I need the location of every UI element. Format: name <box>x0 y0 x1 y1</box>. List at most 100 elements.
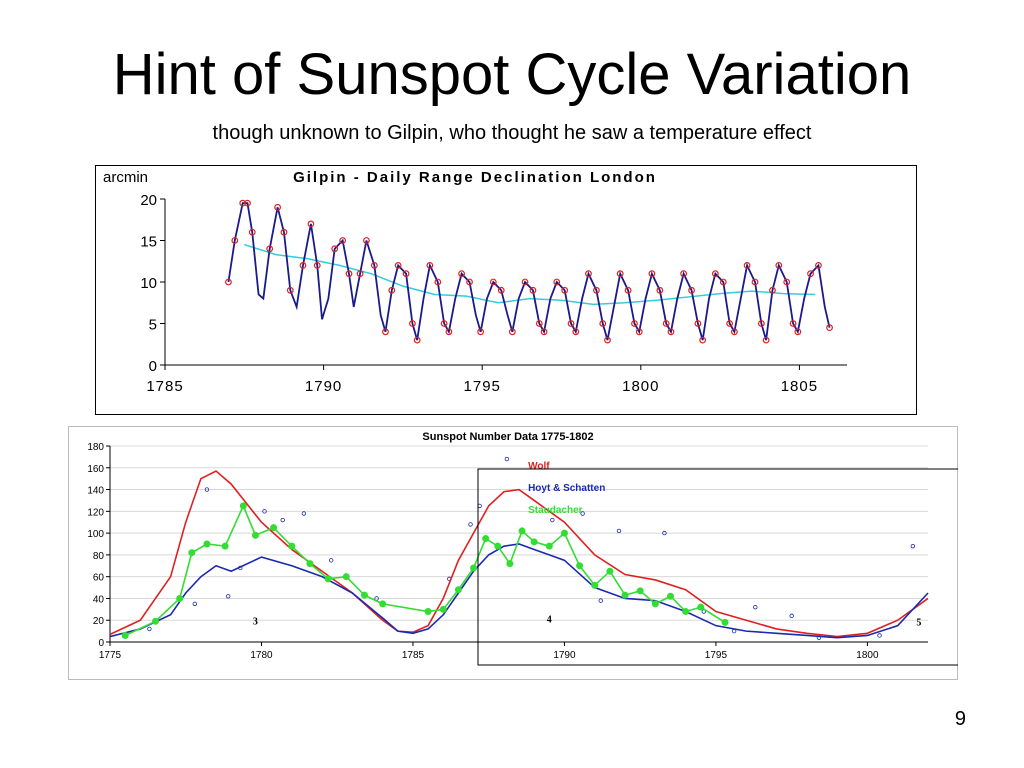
gilpin-x-tick-label: 1805 <box>781 378 818 395</box>
gilpin-data-point <box>585 270 592 278</box>
staudacher-point <box>545 542 553 550</box>
gilpin-data-point <box>440 320 448 327</box>
staudacher-point <box>324 575 332 583</box>
gilpin-title: Gilpin - Daily Range Declination London <box>293 169 657 186</box>
sunspot-scatter-point <box>580 511 585 516</box>
gilpin-data-point <box>345 270 353 278</box>
gilpin-data-point <box>624 286 632 294</box>
gilpin-monthly-line <box>227 202 831 341</box>
gilpin-data-point <box>775 261 783 269</box>
gilpin-data-point <box>789 320 797 327</box>
gilpin-data-point <box>743 261 751 269</box>
gilpin-y-tick-label: 10 <box>140 275 157 292</box>
gilpin-data-point <box>794 328 802 336</box>
staudacher-point <box>251 531 259 539</box>
gilpin-data-point <box>730 328 738 336</box>
gilpin-data-point <box>826 324 833 332</box>
staudacher-point <box>454 586 462 594</box>
gilpin-data-point <box>307 220 315 228</box>
gilpin-data-point <box>313 261 321 269</box>
series-line-hoyt-schatten <box>109 543 929 639</box>
gilpin-data-point <box>757 320 765 327</box>
sunspot-scatter-point <box>789 613 794 619</box>
gilpin-data-point <box>667 328 675 336</box>
sunspot-scatter-point <box>301 511 307 516</box>
cycle-label: 5 <box>916 618 921 629</box>
sunspot-y-tick-label: 180 <box>87 442 104 453</box>
sunspot-y-tick-label: 40 <box>93 594 105 605</box>
sunspot-scatter-point <box>616 528 622 534</box>
staudacher-point <box>721 618 729 626</box>
gilpin-data-point <box>769 286 776 294</box>
gilpin-x-tick-label: 1790 <box>305 378 342 395</box>
sunspot-scatter-point <box>147 626 152 632</box>
gilpin-data-point <box>409 320 416 327</box>
staudacher-point <box>621 591 629 599</box>
staudacher-point <box>424 608 432 616</box>
gilpin-data-point <box>807 270 814 278</box>
slide-subtitle: though unknown to Gilpin, who thought he… <box>212 122 812 144</box>
staudacher-point <box>666 592 674 600</box>
sunspot-x-tick-label: 1785 <box>402 650 425 661</box>
sunspot-y-tick-label: 80 <box>93 551 105 562</box>
gilpin-data-point <box>299 261 307 269</box>
gilpin-data-point <box>339 237 347 244</box>
sunspot-scatter-point <box>204 487 210 492</box>
gilpin-data-point <box>631 320 638 327</box>
sunspot-y-tick-label: 140 <box>87 486 104 497</box>
gilpin-data-point <box>762 336 770 344</box>
staudacher-point <box>560 529 568 537</box>
gilpin-data-point <box>815 261 822 269</box>
page-number: 9 <box>954 708 966 730</box>
gilpin-data-point <box>231 237 239 244</box>
slide-title: Hint of Sunspot Cycle Variation <box>112 42 912 107</box>
gilpin-data-point <box>466 278 473 286</box>
staudacher-point <box>591 581 599 589</box>
gilpin-data-point <box>783 278 791 286</box>
staudacher-point <box>203 540 211 548</box>
staudacher-point <box>270 524 278 532</box>
sunspot-y-tick-label: 20 <box>93 616 105 627</box>
gilpin-data-point <box>356 270 364 278</box>
staudacher-point <box>151 617 159 625</box>
sunspot-scatter-point <box>328 558 334 563</box>
gilpin-data-point <box>280 228 288 236</box>
gilpin-data-point <box>388 286 396 294</box>
gilpin-x-tick-label: 1795 <box>464 378 501 395</box>
gilpin-data-point <box>593 286 600 294</box>
staudacher-point <box>506 560 514 568</box>
staudacher-point <box>176 594 184 602</box>
gilpin-data-point <box>426 261 434 269</box>
gilpin-data-point <box>382 328 389 336</box>
sunspot-y-tick-label: 120 <box>87 507 104 518</box>
gilpin-data-point <box>508 328 516 336</box>
staudacher-point <box>288 542 296 550</box>
sunspot-scatter-point <box>262 509 267 514</box>
gilpin-data-point <box>572 328 580 336</box>
sunspot-chart: Sunspot Number Data 1775-1802 0 20 40 60 80 1… <box>68 426 958 680</box>
gilpin-data-point <box>680 270 688 278</box>
gilpin-data-point <box>286 286 294 294</box>
gilpin-data-point <box>225 278 232 286</box>
gilpin-data-point <box>751 278 759 286</box>
gilpin-data-point <box>561 286 569 294</box>
staudacher-point <box>306 560 314 568</box>
gilpin-data-point <box>688 286 695 294</box>
staudacher-point <box>651 600 659 608</box>
gilpin-data-point <box>540 328 548 336</box>
legend-entry: Staudacher <box>528 505 583 516</box>
gilpin-data-point <box>363 237 370 244</box>
staudacher-point <box>606 567 614 575</box>
gilpin-data-point <box>402 270 410 278</box>
gilpin-data-point <box>635 328 643 336</box>
gilpin-data-point <box>331 245 339 253</box>
gilpin-data-point <box>694 320 702 327</box>
staudacher-point <box>482 535 490 543</box>
sunspot-x-tick-label: 1780 <box>250 650 273 661</box>
gilpin-data-point <box>648 270 656 278</box>
highlight-box <box>477 468 958 666</box>
legend-entry: Hoyt & Schatten <box>528 483 605 494</box>
sunspot-scatter-point <box>877 633 882 638</box>
gilpin-data-point <box>244 199 251 207</box>
gilpin-data-point <box>274 203 282 211</box>
